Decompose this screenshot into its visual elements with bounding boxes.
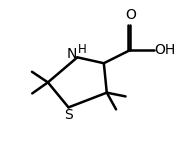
Text: OH: OH [155,43,176,57]
Text: O: O [125,8,136,22]
Text: H: H [78,43,87,56]
Text: S: S [64,108,73,122]
Text: N: N [66,47,77,61]
